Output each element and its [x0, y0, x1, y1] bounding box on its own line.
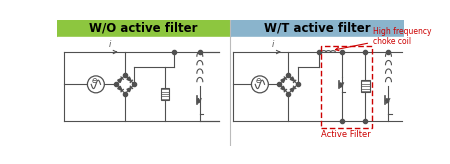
Polygon shape — [281, 86, 285, 91]
Polygon shape — [117, 86, 122, 91]
Bar — [58, 37, 230, 146]
Text: Active Filter: Active Filter — [321, 130, 371, 139]
Polygon shape — [198, 99, 200, 103]
Text: W/T active filter: W/T active filter — [264, 22, 370, 35]
Polygon shape — [290, 87, 295, 92]
Polygon shape — [127, 77, 131, 81]
Polygon shape — [340, 83, 342, 87]
Text: e: e — [256, 76, 261, 85]
Bar — [361, 80, 369, 92]
Text: i: i — [108, 40, 111, 49]
Polygon shape — [127, 87, 131, 92]
Text: High frequency
choke coil: High frequency choke coil — [335, 27, 432, 51]
Bar — [231, 37, 404, 146]
Text: W/O active filter: W/O active filter — [90, 22, 198, 35]
Bar — [58, 20, 230, 37]
Polygon shape — [281, 78, 285, 83]
Polygon shape — [290, 77, 295, 81]
Text: i: i — [272, 40, 274, 49]
Bar — [231, 20, 404, 37]
Text: e: e — [92, 76, 97, 85]
Polygon shape — [386, 99, 389, 103]
Bar — [321, 46, 372, 128]
Bar — [161, 88, 169, 100]
Polygon shape — [117, 78, 122, 83]
